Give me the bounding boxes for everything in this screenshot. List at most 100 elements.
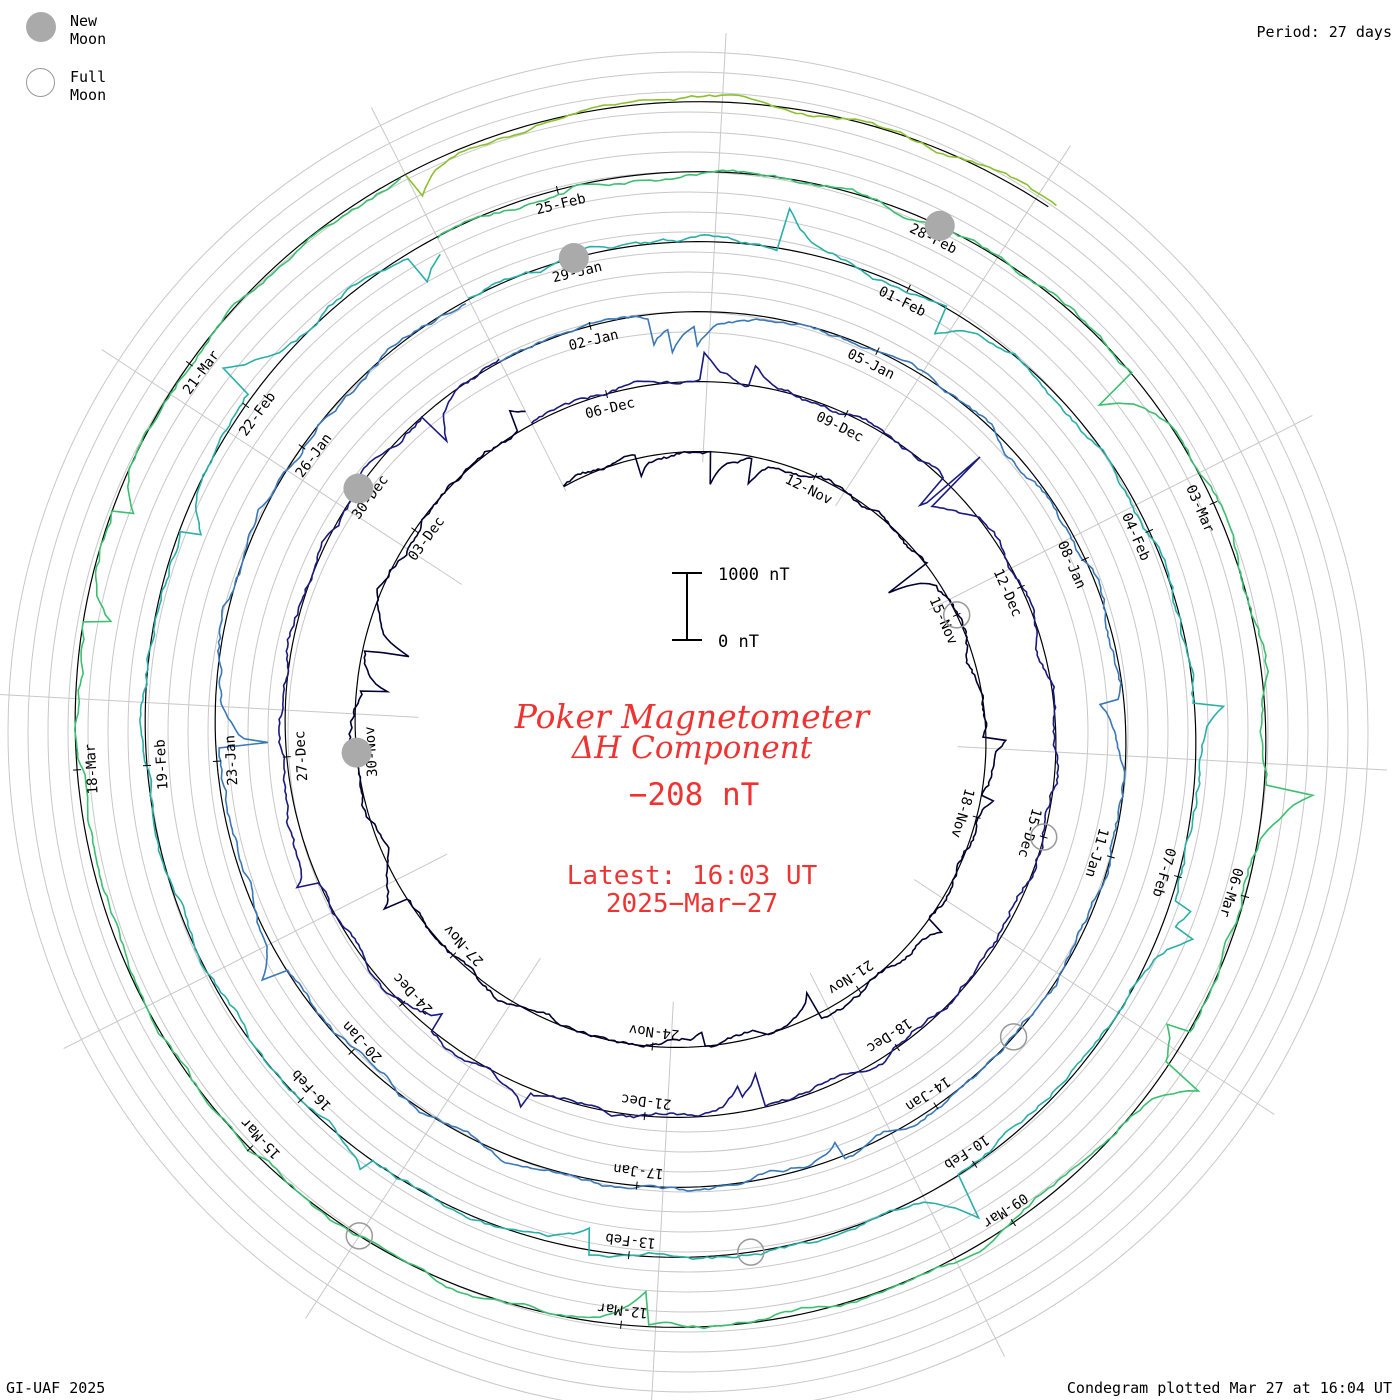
moon-phase-markers [341,210,1058,1266]
date-label: 16-Feb [288,1066,334,1114]
date-tick [643,1112,646,1121]
trace-revolution-1 [348,409,1008,1048]
trace-revolution-6 [404,94,1057,207]
date-label: 17-Jan [612,1160,664,1182]
new-moon-marker [924,210,955,241]
full-moon-icon [26,68,55,97]
date-label: 12-Dec [990,567,1025,620]
center-panel: 1000 nT 0 nT Poker Magnetometer ΔH Compo… [514,565,872,919]
date-tick [185,360,193,367]
date-label: 15-Mar [238,1114,284,1162]
date-label: 19-Feb [152,739,171,790]
date-label: 22-Feb [236,389,279,439]
date-label: 18-Dec [864,1014,915,1055]
grid-spoke [913,879,1275,1115]
date-tick [411,527,419,533]
date-label: 24-Nov [628,1021,680,1043]
date-tick [588,322,592,331]
date-label: 24-Dec [390,969,436,1017]
date-label: 05-Jan [845,346,897,383]
date-tick [1039,835,1048,839]
grid-spoke [835,145,1071,507]
grid-spoke [651,1001,674,1400]
date-tick [1145,528,1154,534]
grid-circle [107,151,1269,1313]
date-tick [627,1251,630,1260]
trace-revolution-4 [138,206,1226,1261]
date-label: 21-Nov [825,956,876,997]
grid-circle [207,251,1169,1213]
date-tick [348,1048,355,1055]
grid-spoke [0,694,419,718]
credit-label: GI-UAF 2025 [6,1379,106,1397]
date-label: 21-Dec [620,1090,672,1112]
trace-revolution-2 [278,350,1060,1119]
date-tick [875,347,880,355]
plotted-label: Condegram plotted Mar 27 at 16:04 UT [1066,1379,1392,1397]
trace-revolution-5 [73,169,1316,1330]
current-value: −208 nT [629,777,760,813]
grid-spoke [63,853,448,1049]
grid-spoke [101,349,463,585]
date-label: 10-Feb [941,1131,992,1172]
date-tick [906,284,911,293]
date-tick [952,612,961,617]
grid-circle [47,91,1329,1373]
date-tick [1241,894,1250,899]
grid-circle [147,191,1229,1273]
date-tick [1209,500,1218,506]
date-tick [449,952,457,959]
latest-date: 2025−Mar−27 [606,889,778,919]
date-tick [651,1042,654,1051]
date-label: 18-Mar [83,743,102,794]
grid-circle [67,111,1309,1353]
grid-circle [187,231,1189,1233]
date-label: 23-Jan [222,735,241,786]
grid-circle [27,71,1349,1393]
period-label: Period: 27 days [1256,23,1392,41]
scale-top-label: 1000 nT [718,565,790,585]
date-tick [855,985,862,993]
date-label: 12-Mar [597,1299,649,1321]
date-tick [1010,1219,1016,1227]
full-moon-marker [942,601,971,629]
date-tick [635,1181,638,1190]
grid-spoke [957,746,1387,771]
date-tick [1174,875,1182,879]
trace-revolution-3 [216,302,1126,1192]
grid-circle [7,51,1369,1400]
date-tick [242,402,250,409]
chart-title-line2: ΔH Component [571,730,813,766]
full-moon-marker [737,1238,765,1266]
date-label: 03-Dec [405,514,448,564]
date-tick [1081,556,1089,561]
date-label: 30-Nov [362,726,381,777]
grid-circle [167,211,1209,1253]
date-label: 26-Jan [293,431,336,481]
date-label: 13-Feb [604,1229,656,1251]
grid-circle [247,291,1129,1173]
date-tick [894,1044,900,1052]
date-tick [246,1145,254,1152]
date-label: 27-Dec [292,730,311,781]
date-tick [1017,584,1025,589]
date-tick [972,815,981,819]
date-label: 14-Jan [902,1073,953,1114]
grid-circle [87,131,1289,1333]
date-tick [844,410,849,418]
grid-spoke [702,33,727,463]
date-tick [555,185,559,194]
date-tick [297,1096,305,1104]
polar-grid [0,33,1387,1400]
new-moon-marker [343,473,374,504]
full-moon-marker [345,1222,374,1250]
date-tick [620,1320,622,1329]
grid-spoke [305,957,541,1319]
chart-title-line1: Poker Magnetometer [514,697,872,736]
magnetometer-traces [73,94,1316,1330]
new-moon-marker [558,243,589,273]
grid-spoke [928,415,1313,611]
date-tick [812,472,818,481]
scale-bar: 1000 nT 0 nT [672,565,790,652]
